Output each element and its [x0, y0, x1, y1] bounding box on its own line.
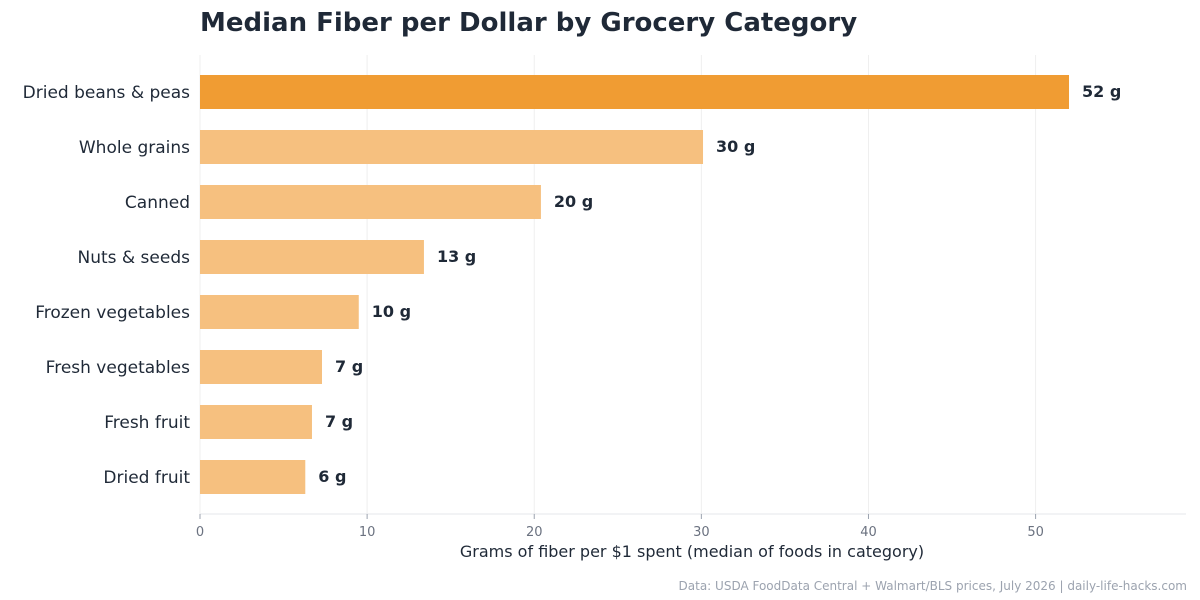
x-tick-label: 10	[359, 525, 376, 540]
bar	[200, 295, 359, 329]
gridlines	[199, 55, 1037, 514]
category-label: Dried fruit	[103, 468, 190, 488]
bar	[200, 185, 541, 219]
x-tick-label: 0	[196, 525, 204, 540]
value-label: 10 g	[372, 302, 411, 321]
bar	[200, 240, 424, 274]
x-axis: 0 10 20 30 40 50	[196, 513, 1186, 540]
chart-title: Median Fiber per Dollar by Grocery Categ…	[200, 8, 858, 38]
value-label: 13 g	[437, 247, 476, 266]
x-axis-title: Grams of fiber per $1 spent (median of f…	[460, 542, 924, 561]
value-label: 52 g	[1082, 82, 1121, 101]
bar	[200, 130, 704, 164]
value-label: 7 g	[325, 412, 353, 431]
bar	[200, 75, 1070, 109]
x-tick-label: 20	[526, 525, 543, 540]
bar	[200, 350, 322, 384]
bar	[200, 405, 312, 439]
category-label: Canned	[125, 193, 190, 213]
bars: Dried beans & peas 52 g Whole grains 30 g Ca…	[23, 75, 1121, 494]
x-tick-label: 30	[693, 525, 710, 540]
value-label: 20 g	[554, 192, 593, 211]
category-label: Fresh fruit	[104, 413, 190, 433]
x-tick-label: 40	[860, 525, 877, 540]
category-label: Fresh vegetables	[46, 358, 190, 378]
value-label: 30 g	[716, 137, 755, 156]
value-label: 6 g	[318, 467, 346, 486]
value-label: 7 g	[335, 357, 363, 376]
source-note: Data: USDA FoodData Central + Walmart/BL…	[678, 579, 1187, 593]
bar	[200, 460, 306, 494]
category-label: Whole grains	[79, 138, 190, 158]
category-label: Nuts & seeds	[77, 248, 190, 268]
category-label: Dried beans & peas	[23, 83, 190, 103]
x-tick-label: 50	[1027, 525, 1044, 540]
category-label: Frozen vegetables	[35, 303, 190, 323]
